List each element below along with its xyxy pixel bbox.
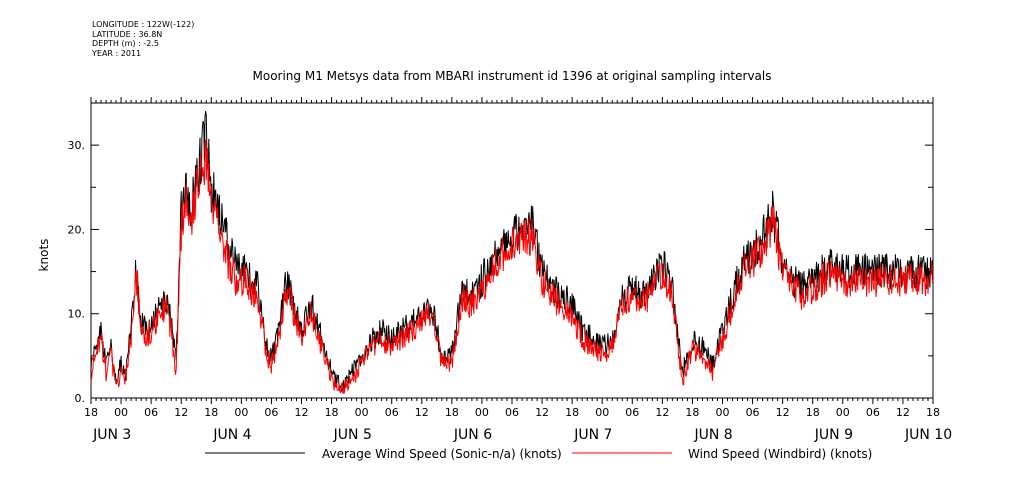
x-hour-label: 18 [445, 406, 459, 419]
legend-label-windbird: Wind Speed (Windbird) (knots) [688, 447, 872, 461]
metadata-year: YEAR : 2011 [92, 48, 142, 58]
x-hour-label: 06 [385, 406, 399, 419]
y-axis: 0. 10. 20. 30. [68, 102, 933, 405]
series-lines [90, 111, 934, 394]
x-hour-label: 06 [625, 406, 639, 419]
x-hour-label: 06 [866, 406, 880, 419]
x-hour-label: 12 [896, 406, 910, 419]
x-hour-label: 18 [84, 406, 98, 419]
x-hour-label: 12 [535, 406, 549, 419]
metadata-latitude: LATITUDE : 36.8N [92, 29, 163, 39]
x-hour-label: 12 [174, 406, 188, 419]
x-hour-label: 18 [325, 406, 339, 419]
x-hour-label: 00 [114, 406, 128, 419]
x-date-label: JUN 9 [814, 427, 853, 443]
x-hour-label: 12 [295, 406, 309, 419]
x-hour-label: 12 [415, 406, 429, 419]
y-axis-label: knots [37, 239, 51, 272]
x-date-label: JUN 4 [212, 427, 251, 443]
series-line-sonic [90, 111, 934, 393]
legend: Average Wind Speed (Sonic-n/a) (knots) W… [205, 447, 872, 461]
x-hour-label: 00 [355, 406, 369, 419]
x-date-label: JUN 8 [694, 427, 733, 443]
plot-frame [90, 97, 934, 404]
x-hour-label: 12 [655, 406, 669, 419]
y-tick-label: 30. [68, 139, 86, 152]
x-date-label: JUN 6 [453, 427, 492, 443]
x-hour-label: 00 [475, 406, 489, 419]
x-date-label: JUN 5 [333, 427, 372, 443]
y-tick-label: 10. [68, 308, 86, 321]
metadata-longitude: LONGITUDE : 122W(-122) [92, 20, 195, 29]
x-hour-label: 18 [565, 406, 579, 419]
series-line-windbird [90, 139, 934, 394]
x-hour-label: 18 [926, 406, 940, 419]
x-hour-label: 06 [144, 406, 158, 419]
chart-title: Mooring M1 Metsys data from MBARI instru… [253, 69, 772, 83]
x-hour-label: 00 [234, 406, 248, 419]
x-hour-label: 00 [595, 406, 609, 419]
metadata-block: LONGITUDE : 122W(-122) LATITUDE : 36.8N … [92, 20, 194, 58]
x-date-label: JUN 10 [904, 427, 952, 443]
x-hour-label: 00 [836, 406, 850, 419]
x-hour-label: 00 [716, 406, 730, 419]
y-tick-label: 20. [68, 223, 86, 236]
x-date-label: JUN 3 [92, 427, 131, 443]
x-hour-label: 18 [685, 406, 699, 419]
x-hour-label: 06 [746, 406, 760, 419]
x-date-label: JUN 7 [573, 427, 612, 443]
x-hour-label: 06 [505, 406, 519, 419]
x-hour-label: 18 [204, 406, 218, 419]
metadata-depth: DEPTH (m) : -2.5 [92, 39, 159, 48]
x-hour-label: 06 [264, 406, 278, 419]
y-tick-label: 0. [75, 392, 86, 405]
x-hour-label: 12 [776, 406, 790, 419]
x-hour-label: 18 [806, 406, 820, 419]
x-axis: 18 00 06 12 18 00 06 12 18 00 06 12 18 00 06 12 18 00 06 12… [84, 406, 952, 443]
legend-label-sonic: Average Wind Speed (Sonic-n/a) (knots) [322, 447, 562, 461]
